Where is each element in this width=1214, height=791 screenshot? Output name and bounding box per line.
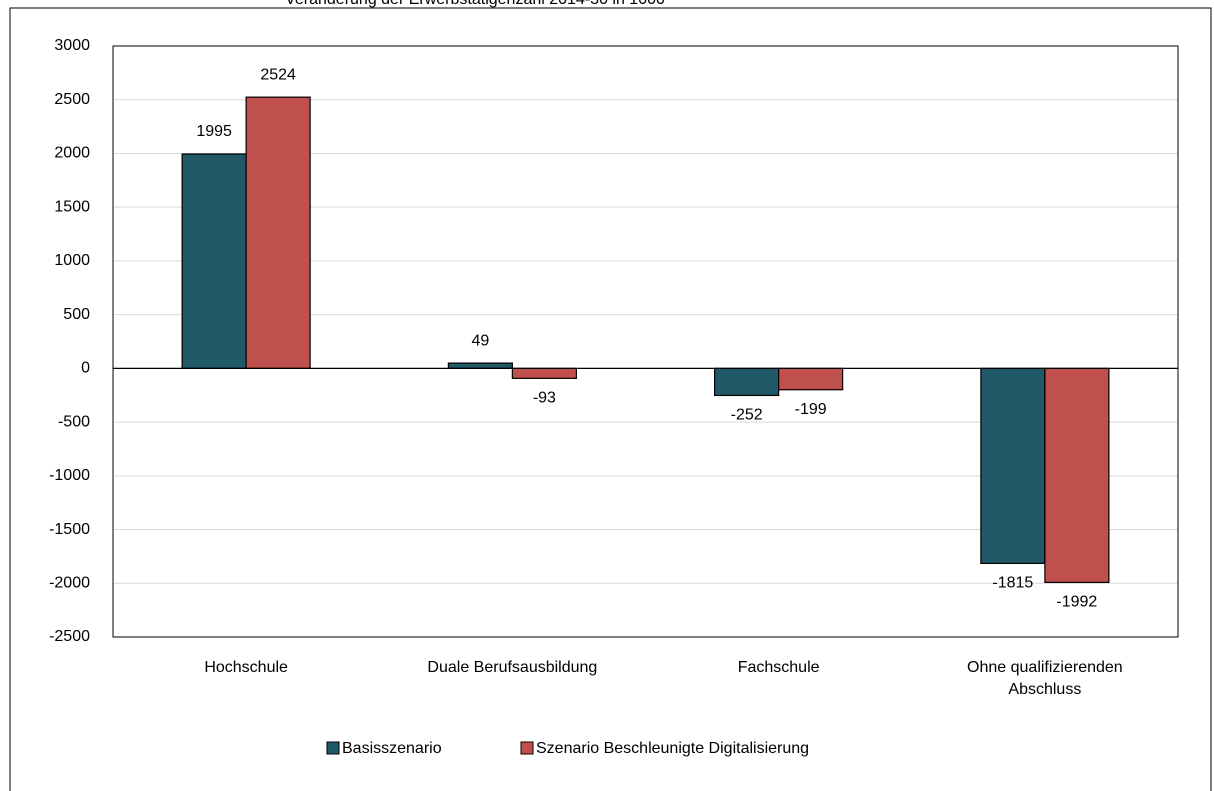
data-label: -1992 <box>1056 594 1097 611</box>
data-label: 49 <box>471 332 489 349</box>
plot-border <box>112 45 1179 638</box>
y-tick-label: -1500 <box>49 521 90 538</box>
chart-border <box>9 7 1212 791</box>
bar <box>245 96 311 369</box>
bar <box>181 153 247 369</box>
y-tick-label: 500 <box>63 306 90 323</box>
y-tick-label: 3000 <box>54 37 90 54</box>
y-tick-label: -2500 <box>49 628 90 645</box>
y-tick-label: -500 <box>58 413 90 430</box>
x-tick-label: Hochschule <box>204 659 288 676</box>
data-label: -93 <box>533 390 556 407</box>
y-tick-label: 1000 <box>54 252 90 269</box>
y-tick-label: -2000 <box>49 574 90 591</box>
y-tick-label: 0 <box>81 360 90 377</box>
data-label: -252 <box>731 407 763 424</box>
x-tick-label: Ohne qualifizierenden Abschluss <box>967 659 1123 698</box>
y-tick-label: -1000 <box>49 467 90 484</box>
y-tick-label: 2500 <box>54 91 90 108</box>
legend-label: Basisszenario <box>342 740 442 757</box>
data-label: 2524 <box>260 66 296 83</box>
bar <box>980 367 1046 564</box>
bar <box>447 362 513 369</box>
data-label: -1815 <box>992 575 1033 592</box>
y-tick-label: 2000 <box>54 145 90 162</box>
chart-title: Veränderung der Erwerbstätigenzahl 2014-… <box>285 0 665 8</box>
data-label: 1995 <box>196 123 232 140</box>
x-tick-label: Duale Berufsausbildung <box>427 659 598 676</box>
x-tick-label: Fachschule <box>737 659 820 676</box>
bar <box>778 367 844 391</box>
legend-label: Szenario Beschleunigte Digitalisierung <box>536 740 809 757</box>
data-label: -199 <box>795 401 827 418</box>
bar <box>1044 367 1110 584</box>
bar <box>511 367 577 379</box>
y-tick-label: 1500 <box>54 198 90 215</box>
legend-swatch <box>326 741 340 755</box>
bar <box>714 367 780 397</box>
legend-swatch <box>520 741 534 755</box>
